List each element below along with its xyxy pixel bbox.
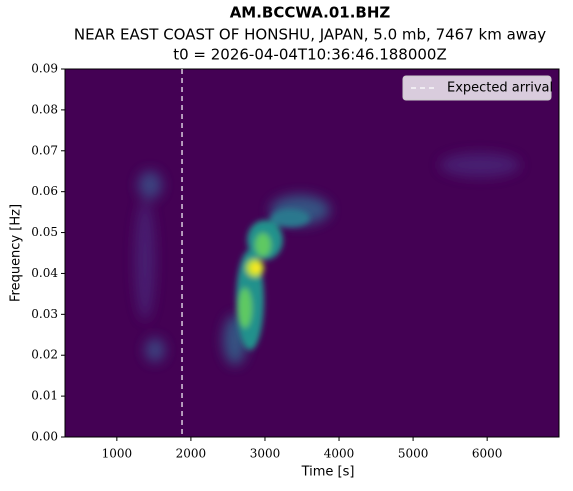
x-tick-label: 5000 bbox=[398, 447, 429, 461]
x-tick-label: 3000 bbox=[250, 447, 281, 461]
y-axis-label: Frequency [Hz] bbox=[9, 204, 24, 302]
chart-subtitle: NEAR EAST COAST OF HONSHU, JAPAN, 5.0 mb… bbox=[74, 26, 546, 44]
plot-frame bbox=[64, 68, 560, 438]
x-tick-label: 4000 bbox=[324, 447, 355, 461]
x-tick-label: 1000 bbox=[102, 447, 133, 461]
y-tick-label: 0.04 bbox=[31, 266, 58, 280]
y-tick-label: 0.06 bbox=[31, 184, 58, 198]
legend-box bbox=[402, 75, 552, 101]
ticks: 1000 2000 3000 4000 5000 6000 0.00 0.01 0.02 0.03… bbox=[31, 62, 502, 461]
y-tick-label: 0.07 bbox=[31, 143, 58, 157]
y-tick-label: 0.08 bbox=[31, 102, 58, 116]
y-tick-label: 0.05 bbox=[31, 225, 58, 239]
y-tick-label: 0.03 bbox=[31, 307, 58, 321]
y-tick-label: 0.09 bbox=[31, 62, 58, 76]
chart-subtitle: t0 = 2026-04-04T10:36:46.188000Z bbox=[173, 46, 447, 64]
x-axis-label: Time [s] bbox=[301, 465, 355, 480]
y-tick-label: 0.01 bbox=[31, 389, 58, 403]
x-tick-label: 2000 bbox=[176, 447, 207, 461]
x-tick-label: 6000 bbox=[472, 447, 503, 461]
chart-title: AM.BCCWA.01.BHZ bbox=[230, 4, 391, 22]
y-tick-label: 0.02 bbox=[31, 348, 58, 362]
legend-label: Expected arrival bbox=[447, 81, 553, 96]
spectrogram-image bbox=[135, 153, 520, 365]
y-tick-label: 0.00 bbox=[31, 430, 58, 444]
